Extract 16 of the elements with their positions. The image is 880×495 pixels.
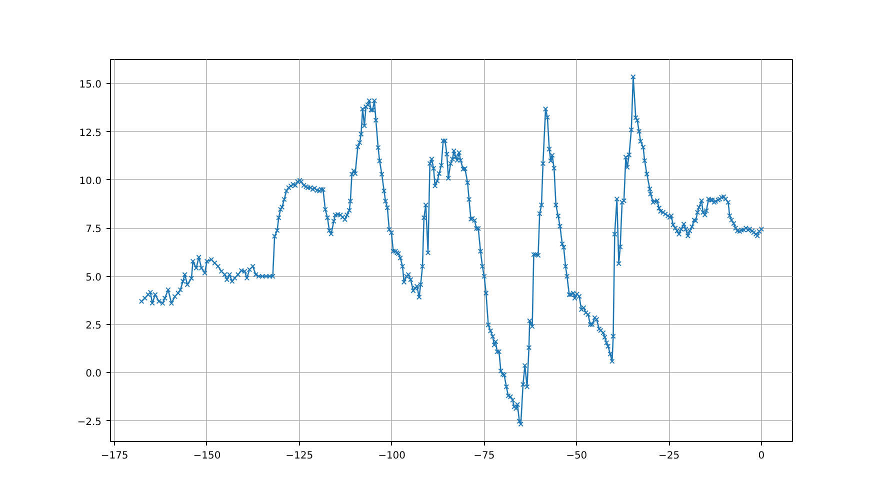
x-tick-label: −75 (474, 450, 495, 462)
x-tick-label: −25 (658, 450, 680, 462)
y-tick-label: 0.0 (86, 368, 102, 380)
y-tick-label: 10.0 (79, 176, 102, 187)
x-tick-label: 0 (758, 450, 765, 462)
x-tick-label: −100 (378, 450, 406, 462)
y-tick-label: 15.0 (79, 80, 102, 91)
y-tick-label: 5.0 (86, 272, 102, 284)
y-tick-label: 2.5 (86, 320, 102, 332)
y-tick-label: 7.5 (86, 224, 102, 236)
y-tick-label: −2.5 (77, 416, 102, 428)
x-tick-label: −150 (193, 450, 221, 462)
x-tick-label: −50 (566, 450, 588, 462)
x-tick-label: −125 (286, 450, 314, 462)
x-tick-label: −175 (100, 450, 128, 462)
y-tick-label: 12.5 (79, 128, 102, 139)
